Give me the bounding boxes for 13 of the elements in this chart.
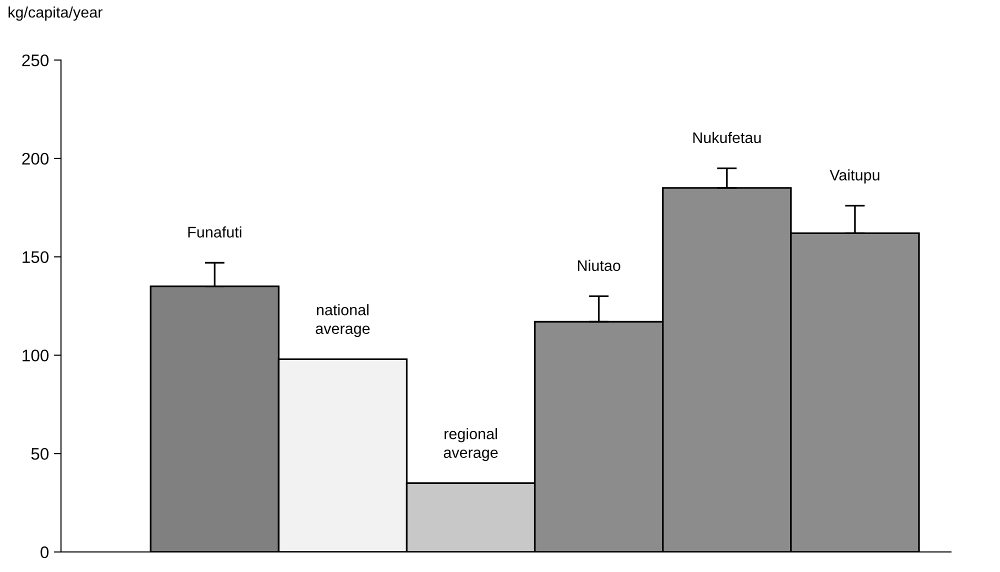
y-axis-title: kg/capita/year [8,6,102,21]
y-tick-label: 250 [22,54,49,66]
x-tick-label: Funafuti [188,226,242,238]
x-tick-label: national average [316,304,370,338]
y-tick-label: 200 [22,152,49,165]
y-tick-label: 50 [31,448,49,460]
x-tick-label: Nukufetau [693,132,761,144]
x-tick-label: Vaitupu [830,169,880,184]
y-tick-label: 150 [22,251,49,264]
y-tick-label: 0 [40,546,49,558]
x-tick-label: regional average [444,428,498,461]
x-tick-label: Niutao [578,260,620,272]
y-tick-label: 100 [22,350,49,362]
